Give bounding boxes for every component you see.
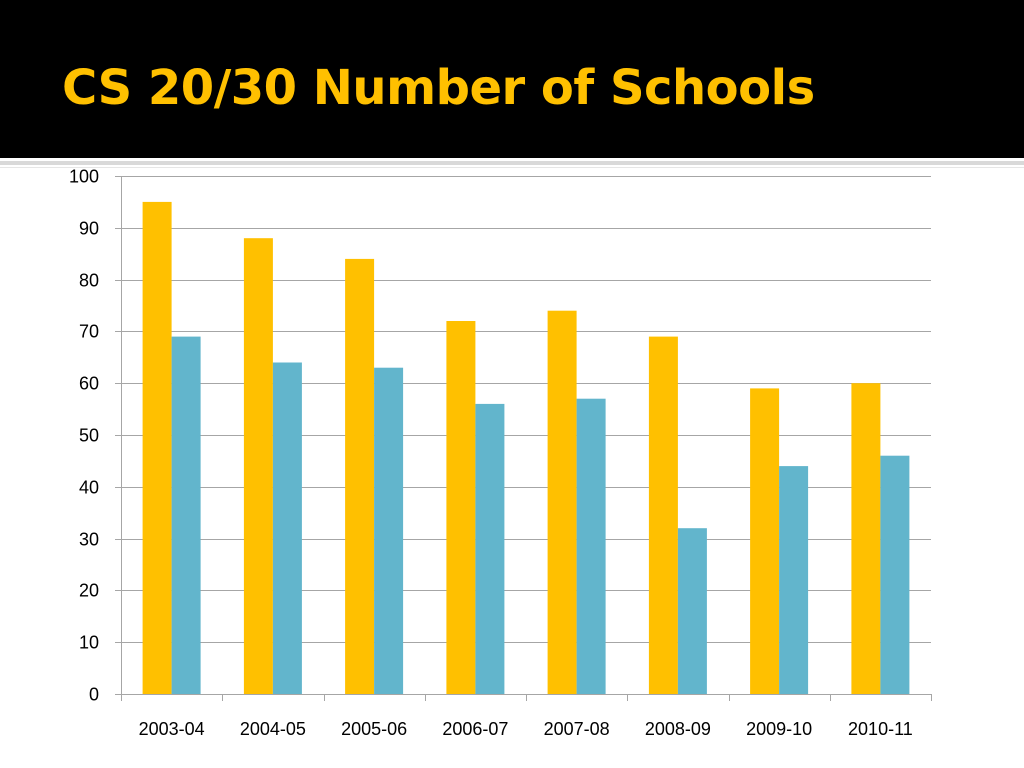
x-tick-label: 2007-08 xyxy=(544,719,610,739)
bars xyxy=(142,201,910,694)
title-divider-thin xyxy=(0,167,1024,168)
bar-series-2 xyxy=(171,336,201,694)
bar-series-1 xyxy=(648,336,678,694)
bar-series-2 xyxy=(880,455,910,694)
bar-series-2 xyxy=(779,466,809,694)
x-tick-label: 2009-10 xyxy=(746,719,812,739)
bar-series-2 xyxy=(272,362,302,694)
y-tick-label: 30 xyxy=(79,530,99,550)
bar-series-1 xyxy=(446,321,476,694)
bar-series-2 xyxy=(475,403,505,694)
y-tick-label: 90 xyxy=(79,219,99,239)
title-divider xyxy=(0,161,1024,165)
bar-series-1 xyxy=(142,201,172,694)
bar-series-2 xyxy=(677,528,707,694)
x-tick-label: 2010-11 xyxy=(848,719,913,739)
bar-series-2 xyxy=(576,398,606,694)
slide-title: CS 20/30 Number of Schools xyxy=(62,60,815,116)
x-tick-label: 2005-06 xyxy=(341,719,407,739)
y-tick-label: 50 xyxy=(79,426,99,446)
y-tick-label: 40 xyxy=(79,478,99,498)
y-tick-label: 80 xyxy=(79,271,99,291)
bar-series-1 xyxy=(345,258,375,694)
y-tick-label: 10 xyxy=(79,633,99,653)
bar-series-2 xyxy=(374,367,404,694)
y-tick-labels: 0 10 20 30 40 50 60 70 80 90 100 xyxy=(69,167,99,705)
bar-series-1 xyxy=(243,238,273,694)
gridlines xyxy=(121,176,931,643)
title-bar xyxy=(0,0,1024,158)
bar-series-1 xyxy=(750,388,780,694)
y-tick-label: 0 xyxy=(89,685,99,705)
x-tick-label: 2008-09 xyxy=(645,719,711,739)
x-tick-label: 2004-05 xyxy=(240,719,306,739)
bar-series-1 xyxy=(547,310,577,694)
y-tick-label: 100 xyxy=(69,167,99,187)
bar-series-1 xyxy=(851,383,881,694)
axes xyxy=(115,176,932,701)
y-tick-label: 70 xyxy=(79,322,99,342)
y-tick-label: 60 xyxy=(79,374,99,394)
x-tick-labels: 2003-04 2004-05 2005-06 2006-07 2007-08 2008-… xyxy=(139,719,913,739)
x-tick-label: 2003-04 xyxy=(139,719,205,739)
y-tick-label: 20 xyxy=(79,581,99,601)
x-tick-label: 2006-07 xyxy=(442,719,508,739)
